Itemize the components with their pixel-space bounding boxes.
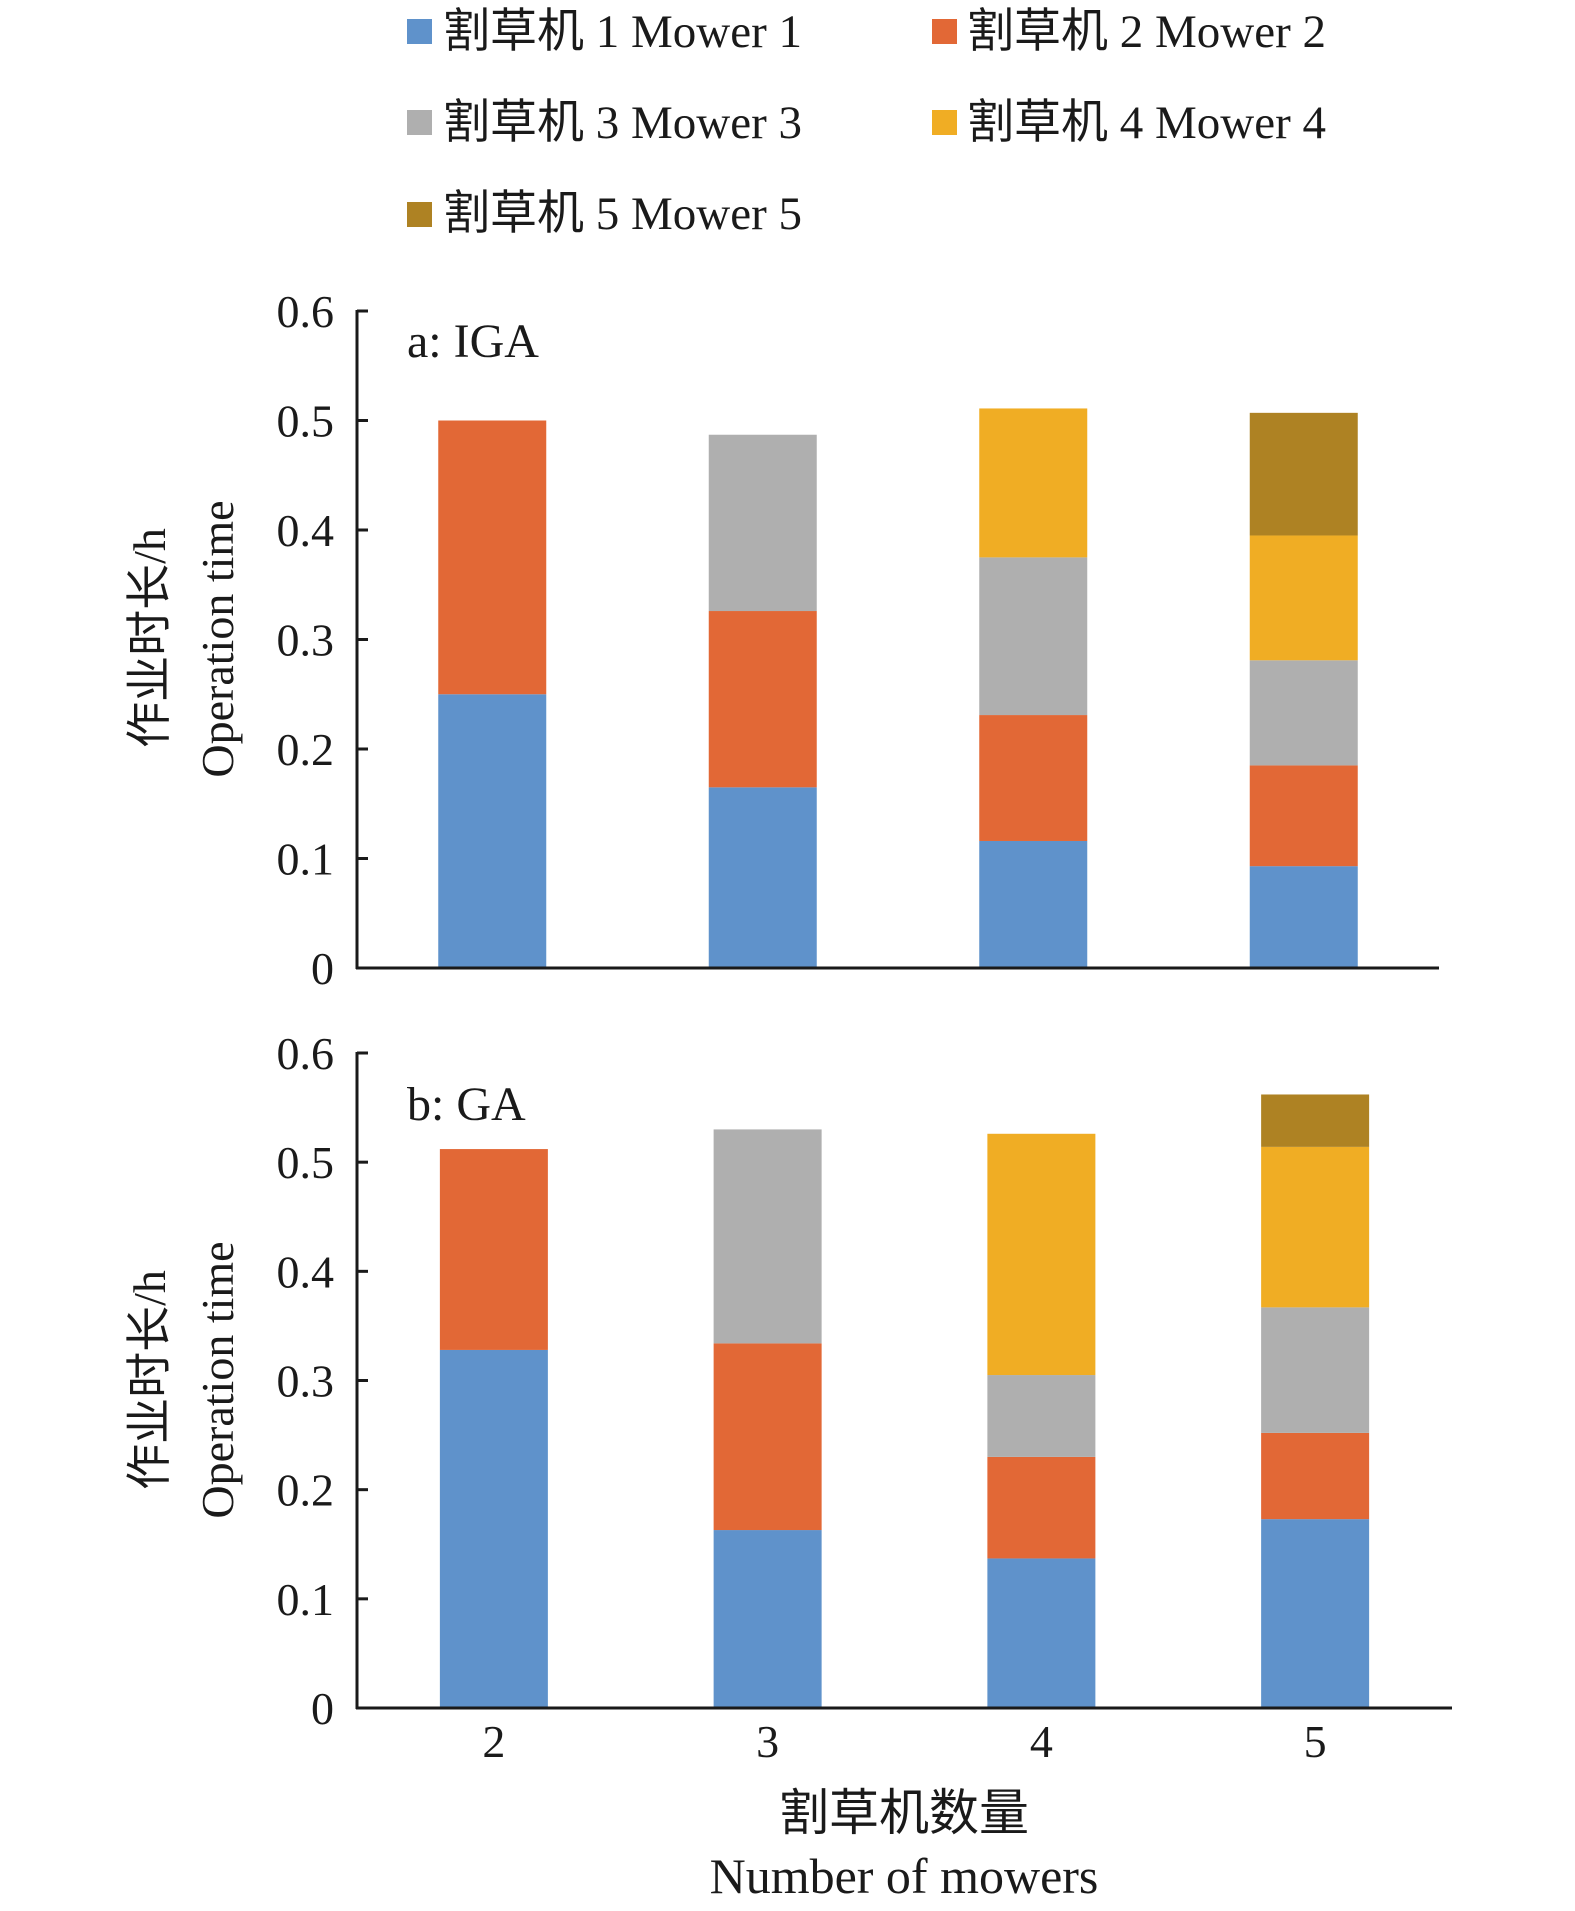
legend-label-mower-4: 割草机 4 Mower 4 (967, 97, 1326, 149)
panel-b-bar-4-mower-3 (987, 1375, 1096, 1457)
panel-a-bar-3-mower-2 (708, 611, 817, 788)
panel-b-y-label-cn: 作业时长/h (124, 1270, 175, 1490)
x-tick-label-4: 4 (1030, 1716, 1053, 1767)
x-tick-label-2: 2 (482, 1716, 505, 1767)
panel-a-bar-4-mower-3 (979, 557, 1088, 716)
legend-swatch-mower-3 (407, 110, 432, 135)
panel-a-y-tick-label: 0.5 (277, 396, 335, 447)
panel-b-bar-4-mower-2 (987, 1456, 1096, 1559)
panel-b-ga: 0 0.1 0.2 0.3 0.4 0.5 0.6 2 3 4 5 b: GA 作业时长/h Op… (124, 1028, 1452, 1904)
panel-a-bar-2-mower-1 (438, 694, 547, 968)
legend-item-mower-2: 割草机 2 Mower 2 (932, 6, 1326, 58)
panel-a-bar-5-mower-5 (1249, 412, 1358, 536)
panel-b-bar-4-mower-4 (987, 1133, 1096, 1376)
panel-a-bar-4-mower-2 (979, 715, 1088, 841)
legend-label-mower-1: 割草机 1 Mower 1 (443, 6, 802, 58)
panel-a-label: a: IGA (407, 315, 539, 368)
x-tick-label-3: 3 (756, 1716, 779, 1767)
panel-b-bar-5-mower-4 (1261, 1146, 1370, 1308)
panel-a-bar-3-mower-1 (708, 787, 817, 968)
legend-swatch-mower-2 (932, 19, 957, 44)
panel-a-bars (438, 408, 1358, 968)
panel-a-y-tick-label: 0.2 (277, 724, 335, 775)
panel-b-bar-2-mower-2 (439, 1149, 548, 1350)
legend-item-mower-1: 割草机 1 Mower 1 (407, 6, 802, 58)
legend-item-mower-4: 割草机 4 Mower 4 (932, 97, 1326, 149)
legend-item-mower-5: 割草机 5 Mower 5 (407, 188, 802, 240)
panel-b-bar-4-mower-1 (987, 1558, 1096, 1708)
panel-b-bar-3-mower-3 (713, 1129, 822, 1344)
panel-b-bar-5-mower-5 (1261, 1094, 1370, 1147)
panel-b-y-tick-label: 0.5 (277, 1137, 335, 1188)
legend-swatch-mower-4 (932, 110, 957, 135)
panel-b-y-tick-label: 0.2 (277, 1465, 335, 1516)
panel-a-y-label-en: Operation time (192, 500, 243, 777)
legend-label-mower-3: 割草机 3 Mower 3 (443, 97, 802, 149)
panel-a-bar-5-mower-2 (1249, 765, 1358, 867)
panel-b-y-tick-label: 0.4 (277, 1246, 335, 1297)
panel-a-y-tick-label: 0.4 (277, 505, 335, 556)
panel-b-y-tick-label: 0.1 (277, 1574, 335, 1625)
legend-label-mower-2: 割草机 2 Mower 2 (967, 6, 1326, 58)
panel-b-y-label-en: Operation time (192, 1241, 243, 1518)
panel-a-bar-4-mower-4 (979, 408, 1088, 558)
panel-b-y-tick-label: 0.3 (277, 1356, 335, 1407)
legend: 割草机 1 Mower 1 割草机 2 Mower 2 割草机 3 Mower … (407, 6, 1326, 240)
panel-b-x-ticks: 2 3 4 5 (482, 1716, 1326, 1767)
panel-b-y-ticks: 0 0.1 0.2 0.3 0.4 0.5 0.6 (277, 1028, 368, 1734)
panel-b-bar-2-mower-1 (439, 1349, 548, 1708)
panel-a-y-tick-label: 0.6 (277, 286, 335, 337)
panel-a-y-ticks: 0 0.1 0.2 0.3 0.4 0.5 0.6 (277, 286, 368, 994)
panel-b-label: b: GA (407, 1078, 526, 1131)
panel-b-bar-5-mower-1 (1261, 1519, 1370, 1708)
panel-a-y-tick-label: 0.3 (277, 615, 335, 666)
panel-a-bar-5-mower-4 (1249, 535, 1358, 661)
panel-a-bar-5-mower-1 (1249, 866, 1358, 968)
panel-a-y-label-cn: 作业时长/h (124, 528, 175, 748)
x-axis-label-en: Number of mowers (710, 1848, 1099, 1904)
panel-a-y-tick-label: 0.1 (277, 834, 335, 885)
panel-b-bars (439, 1094, 1370, 1708)
legend-swatch-mower-1 (407, 19, 432, 44)
panel-a-bar-3-mower-3 (708, 434, 817, 612)
panel-a-bar-5-mower-3 (1249, 660, 1358, 766)
panel-a-y-tick-label: 0 (311, 943, 334, 994)
panel-a-bar-2-mower-2 (438, 420, 547, 695)
panel-a-bar-4-mower-1 (979, 840, 1088, 968)
panel-b-bar-3-mower-1 (713, 1530, 822, 1708)
panel-b-bar-3-mower-2 (713, 1343, 822, 1531)
panel-a-iga: 0 0.1 0.2 0.3 0.4 0.5 0.6 a: IGA 作业时长/h Operat… (124, 286, 1439, 994)
legend-item-mower-3: 割草机 3 Mower 3 (407, 97, 802, 149)
panel-b-y-tick-label: 0 (311, 1683, 334, 1734)
x-axis-label-cn: 割草机数量 (779, 1785, 1029, 1841)
panel-b-bar-5-mower-3 (1261, 1307, 1370, 1433)
x-tick-label-5: 5 (1304, 1716, 1327, 1767)
legend-swatch-mower-5 (407, 202, 432, 227)
panel-b-bar-5-mower-2 (1261, 1432, 1370, 1520)
legend-label-mower-5: 割草机 5 Mower 5 (443, 188, 802, 240)
panel-b-y-tick-label: 0.6 (277, 1028, 335, 1079)
